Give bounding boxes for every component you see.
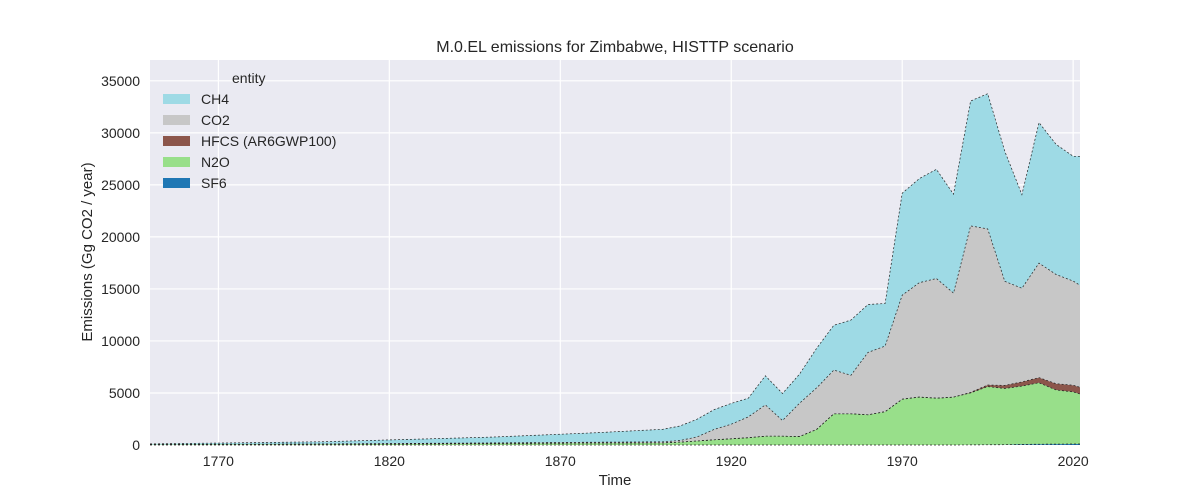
y-tick-label-3: 15000 bbox=[101, 281, 140, 297]
area-ch4 bbox=[150, 93, 1080, 445]
legend-label-1: CO2 bbox=[201, 112, 230, 128]
boundary-line-2 bbox=[149, 377, 1081, 445]
area-n2o bbox=[150, 382, 1080, 445]
x-tick-labels: 1770 1820 1870 1920 1970 2020 bbox=[203, 453, 1089, 469]
legend-title: entity bbox=[232, 70, 265, 86]
legend-swatch-0 bbox=[163, 94, 190, 104]
legend: entity CH4 CO2 HFCS (AR6GWP100) N2O SF6 bbox=[163, 70, 336, 191]
x-tick-label-0: 1770 bbox=[203, 453, 234, 469]
legend-swatch-1 bbox=[163, 115, 190, 125]
legend-label-0: CH4 bbox=[201, 91, 229, 107]
legend-swatch-4 bbox=[163, 178, 190, 188]
x-tick-label-4: 1970 bbox=[887, 453, 918, 469]
y-tick-label-7: 35000 bbox=[101, 73, 140, 89]
x-axis-label: Time bbox=[599, 472, 632, 489]
y-tick-label-6: 30000 bbox=[101, 125, 140, 141]
stacked-areas bbox=[149, 93, 1081, 446]
x-tick-label-2: 1870 bbox=[545, 453, 576, 469]
y-tick-label-0: 0 bbox=[132, 437, 140, 453]
chart-title: M.0.EL emissions for Zimbabwe, HISTTP sc… bbox=[436, 39, 794, 56]
legend-label-3: N2O bbox=[201, 154, 230, 170]
area-co2 bbox=[150, 225, 1080, 445]
legend-swatch-3 bbox=[163, 157, 190, 167]
legend-label-2: HFCS (AR6GWP100) bbox=[201, 133, 336, 149]
y-tick-label-5: 25000 bbox=[101, 177, 140, 193]
y-tick-labels: 0 5000 10000 15000 20000 25000 30000 35000 bbox=[101, 73, 140, 453]
y-axis-label: Emissions (Gg CO2 / year) bbox=[79, 162, 96, 341]
x-tick-label-5: 2020 bbox=[1058, 453, 1089, 469]
legend-label-4: SF6 bbox=[201, 175, 227, 191]
x-tick-label-1: 1820 bbox=[374, 453, 405, 469]
legend-swatch-2 bbox=[163, 136, 190, 146]
y-tick-label-1: 5000 bbox=[109, 385, 140, 401]
y-tick-label-4: 20000 bbox=[101, 229, 140, 245]
boundary-line-0 bbox=[150, 443, 1080, 446]
boundary-line-4 bbox=[149, 93, 1080, 445]
x-tick-label-3: 1920 bbox=[716, 453, 747, 469]
y-tick-label-2: 10000 bbox=[101, 333, 140, 349]
